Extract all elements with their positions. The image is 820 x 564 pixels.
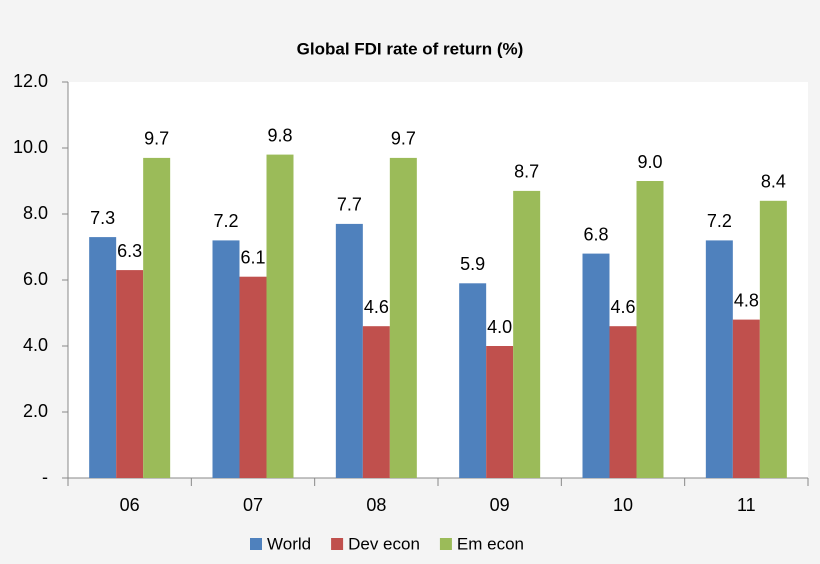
legend-swatch [331, 538, 344, 550]
bar [636, 181, 664, 478]
bar [362, 326, 390, 478]
value-label: 9.0 [637, 152, 662, 172]
value-label: 5.9 [460, 254, 485, 274]
value-label: 7.7 [337, 195, 362, 215]
x-tick-label: 07 [243, 495, 263, 515]
value-label: 9.7 [391, 129, 416, 149]
value-label: 4.6 [610, 297, 635, 317]
value-label: 7.2 [707, 211, 732, 231]
bar [239, 276, 267, 478]
value-label: 7.2 [213, 211, 238, 231]
y-tick-label: 6.0 [23, 269, 48, 289]
value-label: 6.8 [583, 224, 608, 244]
y-tick-label: 2.0 [23, 401, 48, 421]
value-label: 4.8 [734, 290, 759, 310]
legend-label: Dev econ [348, 534, 420, 553]
bar [116, 270, 144, 478]
legend-swatch [250, 538, 262, 550]
bar [266, 154, 294, 478]
value-label: 7.3 [90, 208, 115, 228]
value-label: 4.6 [364, 297, 389, 317]
value-label: 6.1 [240, 247, 265, 267]
legend-swatch [439, 538, 452, 550]
bar [513, 190, 541, 478]
value-label: 8.7 [514, 162, 539, 182]
legend-label: World [267, 534, 311, 553]
bar [705, 240, 733, 478]
bar [732, 319, 760, 478]
bar [609, 326, 637, 478]
value-label: 6.3 [117, 241, 142, 261]
y-tick-label: 12.0 [13, 71, 48, 91]
bar [335, 223, 363, 478]
chart-title: Global FDI rate of return (%) [297, 39, 524, 58]
bar [759, 200, 787, 479]
bar [389, 157, 417, 478]
value-label: 8.4 [761, 172, 786, 192]
y-tick-label: - [42, 467, 48, 487]
plot-area [68, 82, 808, 478]
bar [89, 237, 117, 478]
y-tick-label: 8.0 [23, 203, 48, 223]
x-tick-label: 11 [737, 495, 756, 515]
value-label: 4.0 [487, 317, 512, 337]
bar [212, 240, 240, 478]
x-tick-label: 10 [613, 495, 633, 515]
value-label: 9.7 [144, 129, 169, 149]
legend-label: Em econ [457, 534, 524, 553]
bar [582, 253, 610, 478]
bar [459, 283, 487, 478]
bar [143, 157, 171, 478]
y-tick-label: 4.0 [23, 335, 48, 355]
x-tick-label: 06 [120, 495, 140, 515]
value-label: 9.8 [267, 125, 292, 145]
y-tick-label: 10.0 [13, 137, 48, 157]
x-tick-label: 08 [366, 495, 386, 515]
bar [486, 346, 514, 478]
x-tick-label: 09 [490, 495, 510, 515]
